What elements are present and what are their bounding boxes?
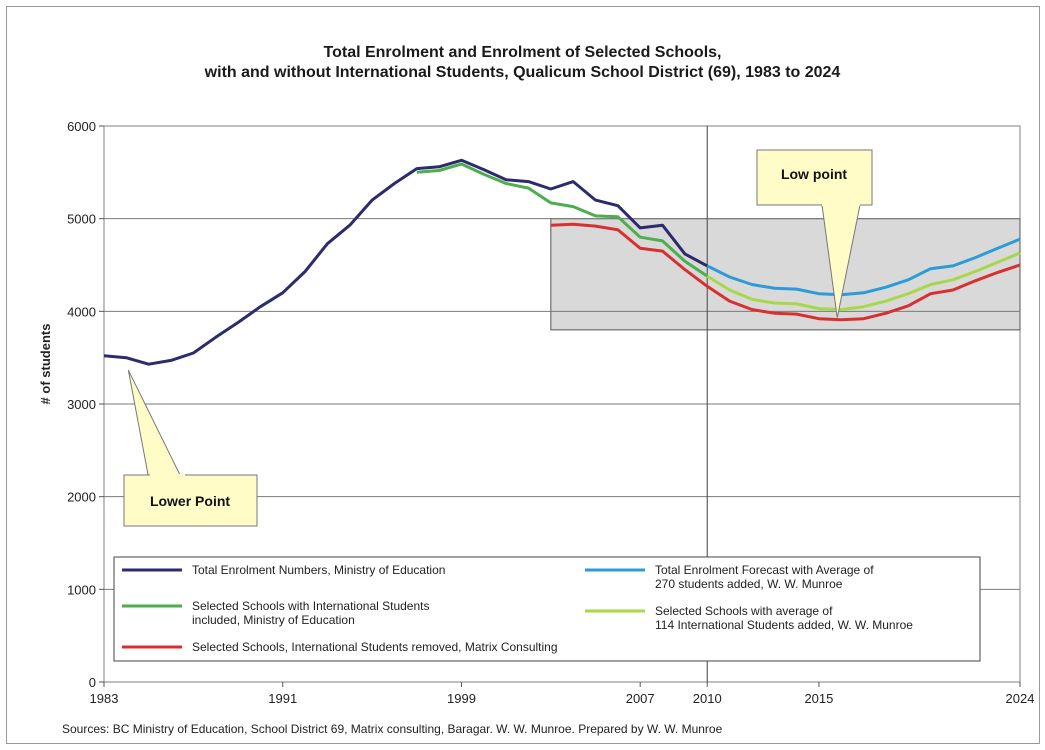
y-tick-label: 3000: [67, 397, 96, 412]
legend-label: included, Ministry of Education: [192, 613, 355, 627]
x-tick-label: 2010: [693, 691, 722, 706]
legend-label: 114 International Students added, W. W. …: [655, 618, 913, 632]
y-tick-label: 0: [89, 675, 96, 690]
series-line-3: [550, 222, 1021, 322]
legend-label: 270 students added, W. W. Munroe: [655, 577, 843, 591]
chart-source-note: Sources: BC Ministry of Education, Schoo…: [62, 722, 723, 736]
x-tick-label: 2024: [1006, 691, 1035, 706]
y-tick-label: 5000: [67, 212, 96, 227]
y-tick-label: 2000: [67, 490, 96, 505]
x-tick-label: 2007: [626, 691, 655, 706]
y-tick-label: 4000: [67, 304, 96, 319]
legend-label: Selected Schools with International Stud…: [192, 599, 429, 613]
annotation-label: Low point: [781, 166, 847, 182]
y-tick-label: 1000: [67, 582, 96, 597]
legend-label: Selected Schools with average of: [655, 604, 833, 618]
legend-label: Total Enrolment Forecast with Average of: [655, 563, 874, 577]
series-line-5: [706, 251, 1021, 311]
y-axis-label: # of students: [38, 324, 53, 405]
x-tick-label: 2015: [804, 691, 833, 706]
series-line-4: [706, 237, 1021, 297]
annotation-box: [756, 149, 873, 206]
annotation-box: [123, 474, 258, 527]
series-line-1: [103, 158, 708, 366]
legend-label: Total Enrolment Numbers, Ministry of Edu…: [192, 563, 445, 577]
chart-title-line2: with and without International Students,…: [204, 64, 841, 81]
legend-label: Selected Schools, International Students…: [192, 640, 558, 654]
y-tick-label: 6000: [67, 119, 96, 134]
x-tick-label: 1999: [447, 691, 476, 706]
x-tick-label: 1991: [268, 691, 297, 706]
annotation-label: Lower Point: [150, 493, 230, 509]
legend-box: [113, 556, 981, 662]
x-tick-label: 1983: [90, 691, 119, 706]
chart-title-line1: Total Enrolment and Enrolment of Selecte…: [323, 44, 722, 61]
series-line-2: [416, 162, 709, 278]
